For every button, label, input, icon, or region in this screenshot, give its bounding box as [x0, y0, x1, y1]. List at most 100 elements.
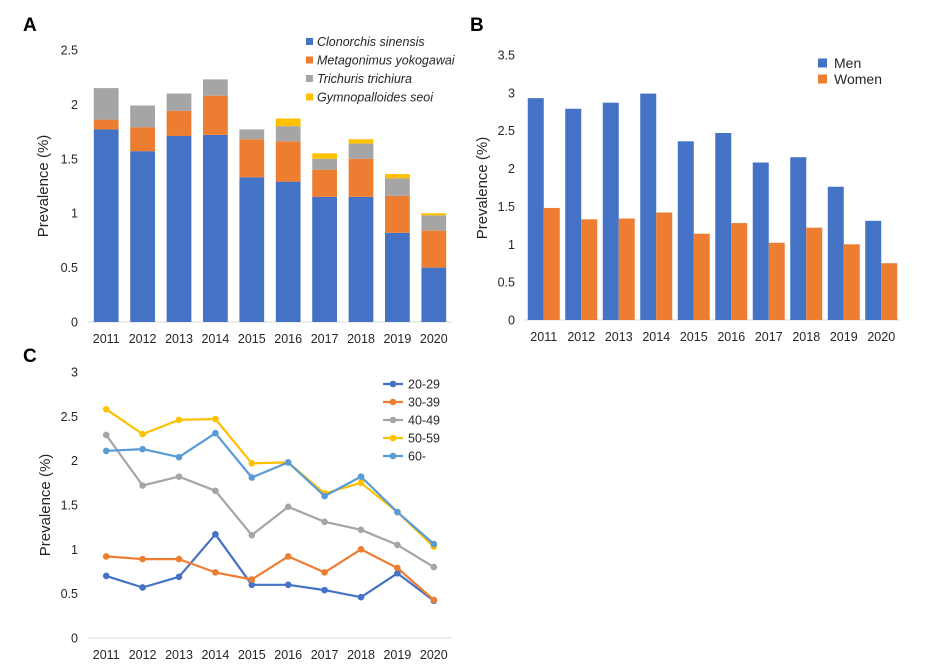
panel-c-point-30-39-2015	[248, 576, 256, 583]
panel-a-bar-2014-series-2	[203, 79, 228, 96]
panel-c-point-30-39-2018	[357, 546, 365, 553]
panel-c-point-20-29-2011	[102, 572, 110, 580]
panel-b-bar-2011-women	[543, 207, 560, 320]
panel-a-y-tick-4: 2	[71, 98, 78, 112]
panel-c-x-tick-2019: 2019	[383, 648, 411, 662]
panel-a-bar-2013-series-2	[166, 93, 192, 111]
panel-c-point-40-49-2011	[102, 431, 110, 439]
panel-b: B Prevalence (%) 00.511.522.533.5 2011 20…	[470, 15, 900, 344]
panel-a-bar-2011-series-2	[93, 88, 119, 120]
panel-c-point-50-59-2015	[248, 460, 256, 467]
panel-a-x-tick-2013: 2013	[165, 332, 193, 346]
panel-c-legend-label-1: 30-39	[408, 396, 440, 410]
panel-a-y-tick-0: 0	[71, 316, 78, 330]
panel-c-point-60--2014	[212, 429, 219, 437]
panel-a-bar-2017-series-1	[312, 169, 337, 197]
panel-a-bar-2012-series-1	[130, 127, 155, 152]
panel-c-point-40-49-2013	[175, 473, 183, 480]
panel-b-x-ticks: 2011 2012 2013 2014 2015 2016 2017 2018 2019 2020	[530, 330, 895, 344]
panel-c-point-30-39-2016	[284, 553, 292, 560]
panel-b-x-tick-2018: 2018	[792, 330, 820, 344]
panel-a-x-tick-2018: 2018	[347, 332, 375, 346]
panel-b-legend-swatch-1	[818, 74, 827, 84]
panel-b-y-tick-3: 1.5	[498, 200, 515, 214]
panel-a-bar-2018-series-3	[348, 139, 374, 144]
panel-c-x-tick-2015: 2015	[238, 648, 266, 662]
panel-a-y-tick-1: 0.5	[61, 261, 78, 275]
panel-c-y-tick-2: 1	[71, 543, 78, 557]
panel-c-point-40-49-2019	[394, 541, 401, 549]
panel-c-point-30-39-2020	[430, 596, 438, 604]
panel-c-legend-marker-0	[389, 380, 397, 388]
panel-c-point-20-29-2017	[321, 586, 328, 594]
panel-a-bar-2020-series-0	[421, 267, 447, 322]
panel-a-bar-2014-series-0	[203, 134, 228, 322]
panel-b-bar-2014-men	[640, 93, 657, 320]
panel-a-bar-2020-series-1	[421, 230, 447, 268]
panel-b-x-tick-2011: 2011	[530, 330, 557, 344]
panel-c-point-60--2017	[321, 492, 328, 500]
panel-a-bar-2013-series-0	[166, 135, 192, 322]
panel-c-point-30-39-2017	[321, 569, 328, 576]
panel-c-point-50-59-2012	[139, 430, 146, 438]
panel-c-point-40-49-2014	[212, 487, 219, 495]
panel-c-point-60--2011	[102, 447, 110, 455]
panel-c-point-60--2013	[175, 453, 183, 461]
panel-b-bars	[527, 93, 898, 321]
panel-c-point-20-29-2016	[284, 581, 292, 589]
panel-a-bar-2020-series-3	[421, 213, 447, 216]
panel-b-y-tick-5: 2.5	[498, 124, 515, 138]
panel-b-bar-2019-men	[827, 186, 844, 320]
panel-a-legend-label-0: Clonorchis sinensis	[317, 35, 425, 49]
panel-b-bar-2016-men	[715, 132, 732, 320]
panel-a-legend: Clonorchis sinensis Metagonimus yokogawai…	[306, 35, 456, 105]
panel-a-legend-swatch-1	[306, 56, 313, 64]
panel-a-bar-2016-series-3	[275, 118, 301, 127]
panel-c-point-40-49-2017	[321, 518, 328, 526]
panel-c-point-60--2019	[394, 508, 401, 516]
panel-a-y-tick-3: 1.5	[61, 152, 78, 166]
panel-c-point-60--2018	[357, 473, 365, 480]
panel-a-bar-2011-series-0	[93, 129, 119, 322]
panel-b-x-tick-2015: 2015	[680, 330, 708, 344]
panel-c-point-30-39-2019	[394, 564, 401, 572]
panel-c-line-40-49	[105, 434, 435, 569]
panel-c-x-tick-2018: 2018	[347, 648, 375, 662]
panel-c-legend-label-3: 50-59	[408, 432, 440, 446]
panel-b-x-tick-2017: 2017	[755, 330, 783, 344]
panel-a-bar-2018-series-2	[348, 143, 374, 159]
panel-c-point-40-49-2012	[139, 482, 146, 489]
panel-a-x-tick-2011: 2011	[93, 332, 120, 346]
panel-b-y-tick-6: 3	[508, 86, 515, 100]
panel-b-legend-label-1: Women	[834, 71, 882, 87]
panel-b-x-tick-2020: 2020	[867, 330, 895, 344]
panel-a-bar-2015-series-1	[239, 139, 265, 178]
panel-c-legend-marker-4	[389, 452, 397, 460]
panel-a-x-tick-2017: 2017	[311, 332, 339, 346]
panel-c-legend-marker-3	[389, 434, 397, 442]
panel-a-y-tick-5: 2.5	[61, 44, 78, 58]
panel-b-x-tick-2019: 2019	[830, 330, 858, 344]
panel-c-lines	[102, 405, 438, 605]
panel-a-bar-2020-series-2	[421, 215, 447, 231]
panel-a-bars	[93, 79, 447, 322]
panel-c-y-ticks: 0 0.5 1 1.5 2 2.5 3	[61, 366, 452, 646]
panel-c-point-30-39-2013	[175, 555, 183, 563]
panel-c-y-tick-3: 1.5	[61, 499, 78, 513]
panel-c-legend-label-0: 20-29	[408, 378, 440, 392]
panel-c-legend-label-2: 40-49	[408, 414, 440, 428]
panel-c-point-60--2016	[284, 459, 292, 466]
panel-a-legend-swatch-2	[306, 75, 313, 82]
panel-b-bar-2013-men	[602, 102, 619, 320]
panel-c-legend: 20-29 30-39 40-49 50-59 60-	[383, 378, 440, 464]
panel-a-x-tick-2015: 2015	[238, 332, 266, 346]
panel-b-bar-2013-women	[618, 218, 635, 320]
panel-b-x-tick-2014: 2014	[642, 330, 670, 344]
panel-b-y-tick-0: 0	[508, 314, 515, 328]
panel-a-bar-2017-series-3	[312, 153, 337, 159]
panel-a-bar-2018-series-0	[348, 196, 374, 322]
panel-a: A Prevalence (%) 00.511.522.5 2011 2012 20…	[23, 15, 456, 346]
panel-a-bar-2014-series-1	[203, 95, 228, 135]
panel-b-label: B	[470, 15, 484, 36]
panel-c-point-40-49-2020	[430, 563, 438, 571]
